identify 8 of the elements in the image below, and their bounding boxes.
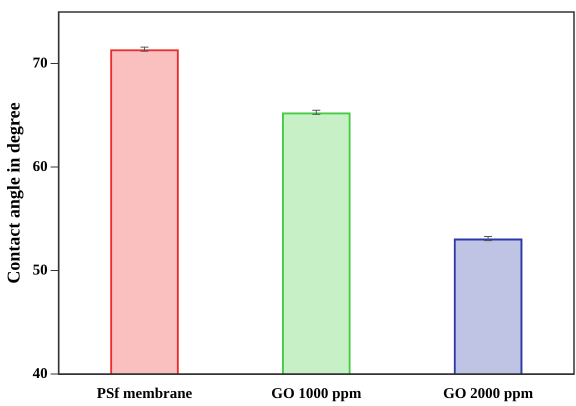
y-axis-title: Contact angle in degree bbox=[3, 102, 24, 284]
y-tick-label: 60 bbox=[32, 159, 48, 176]
x-tick-label: PSf membrane bbox=[96, 386, 193, 402]
y-tick-label: 50 bbox=[32, 262, 48, 278]
y-tick-label: 40 bbox=[32, 366, 48, 382]
y-tick-label: 70 bbox=[32, 56, 48, 72]
x-tick-label: GO 1000 ppm bbox=[271, 386, 362, 402]
x-tick-label: GO 2000 ppm bbox=[443, 386, 534, 402]
